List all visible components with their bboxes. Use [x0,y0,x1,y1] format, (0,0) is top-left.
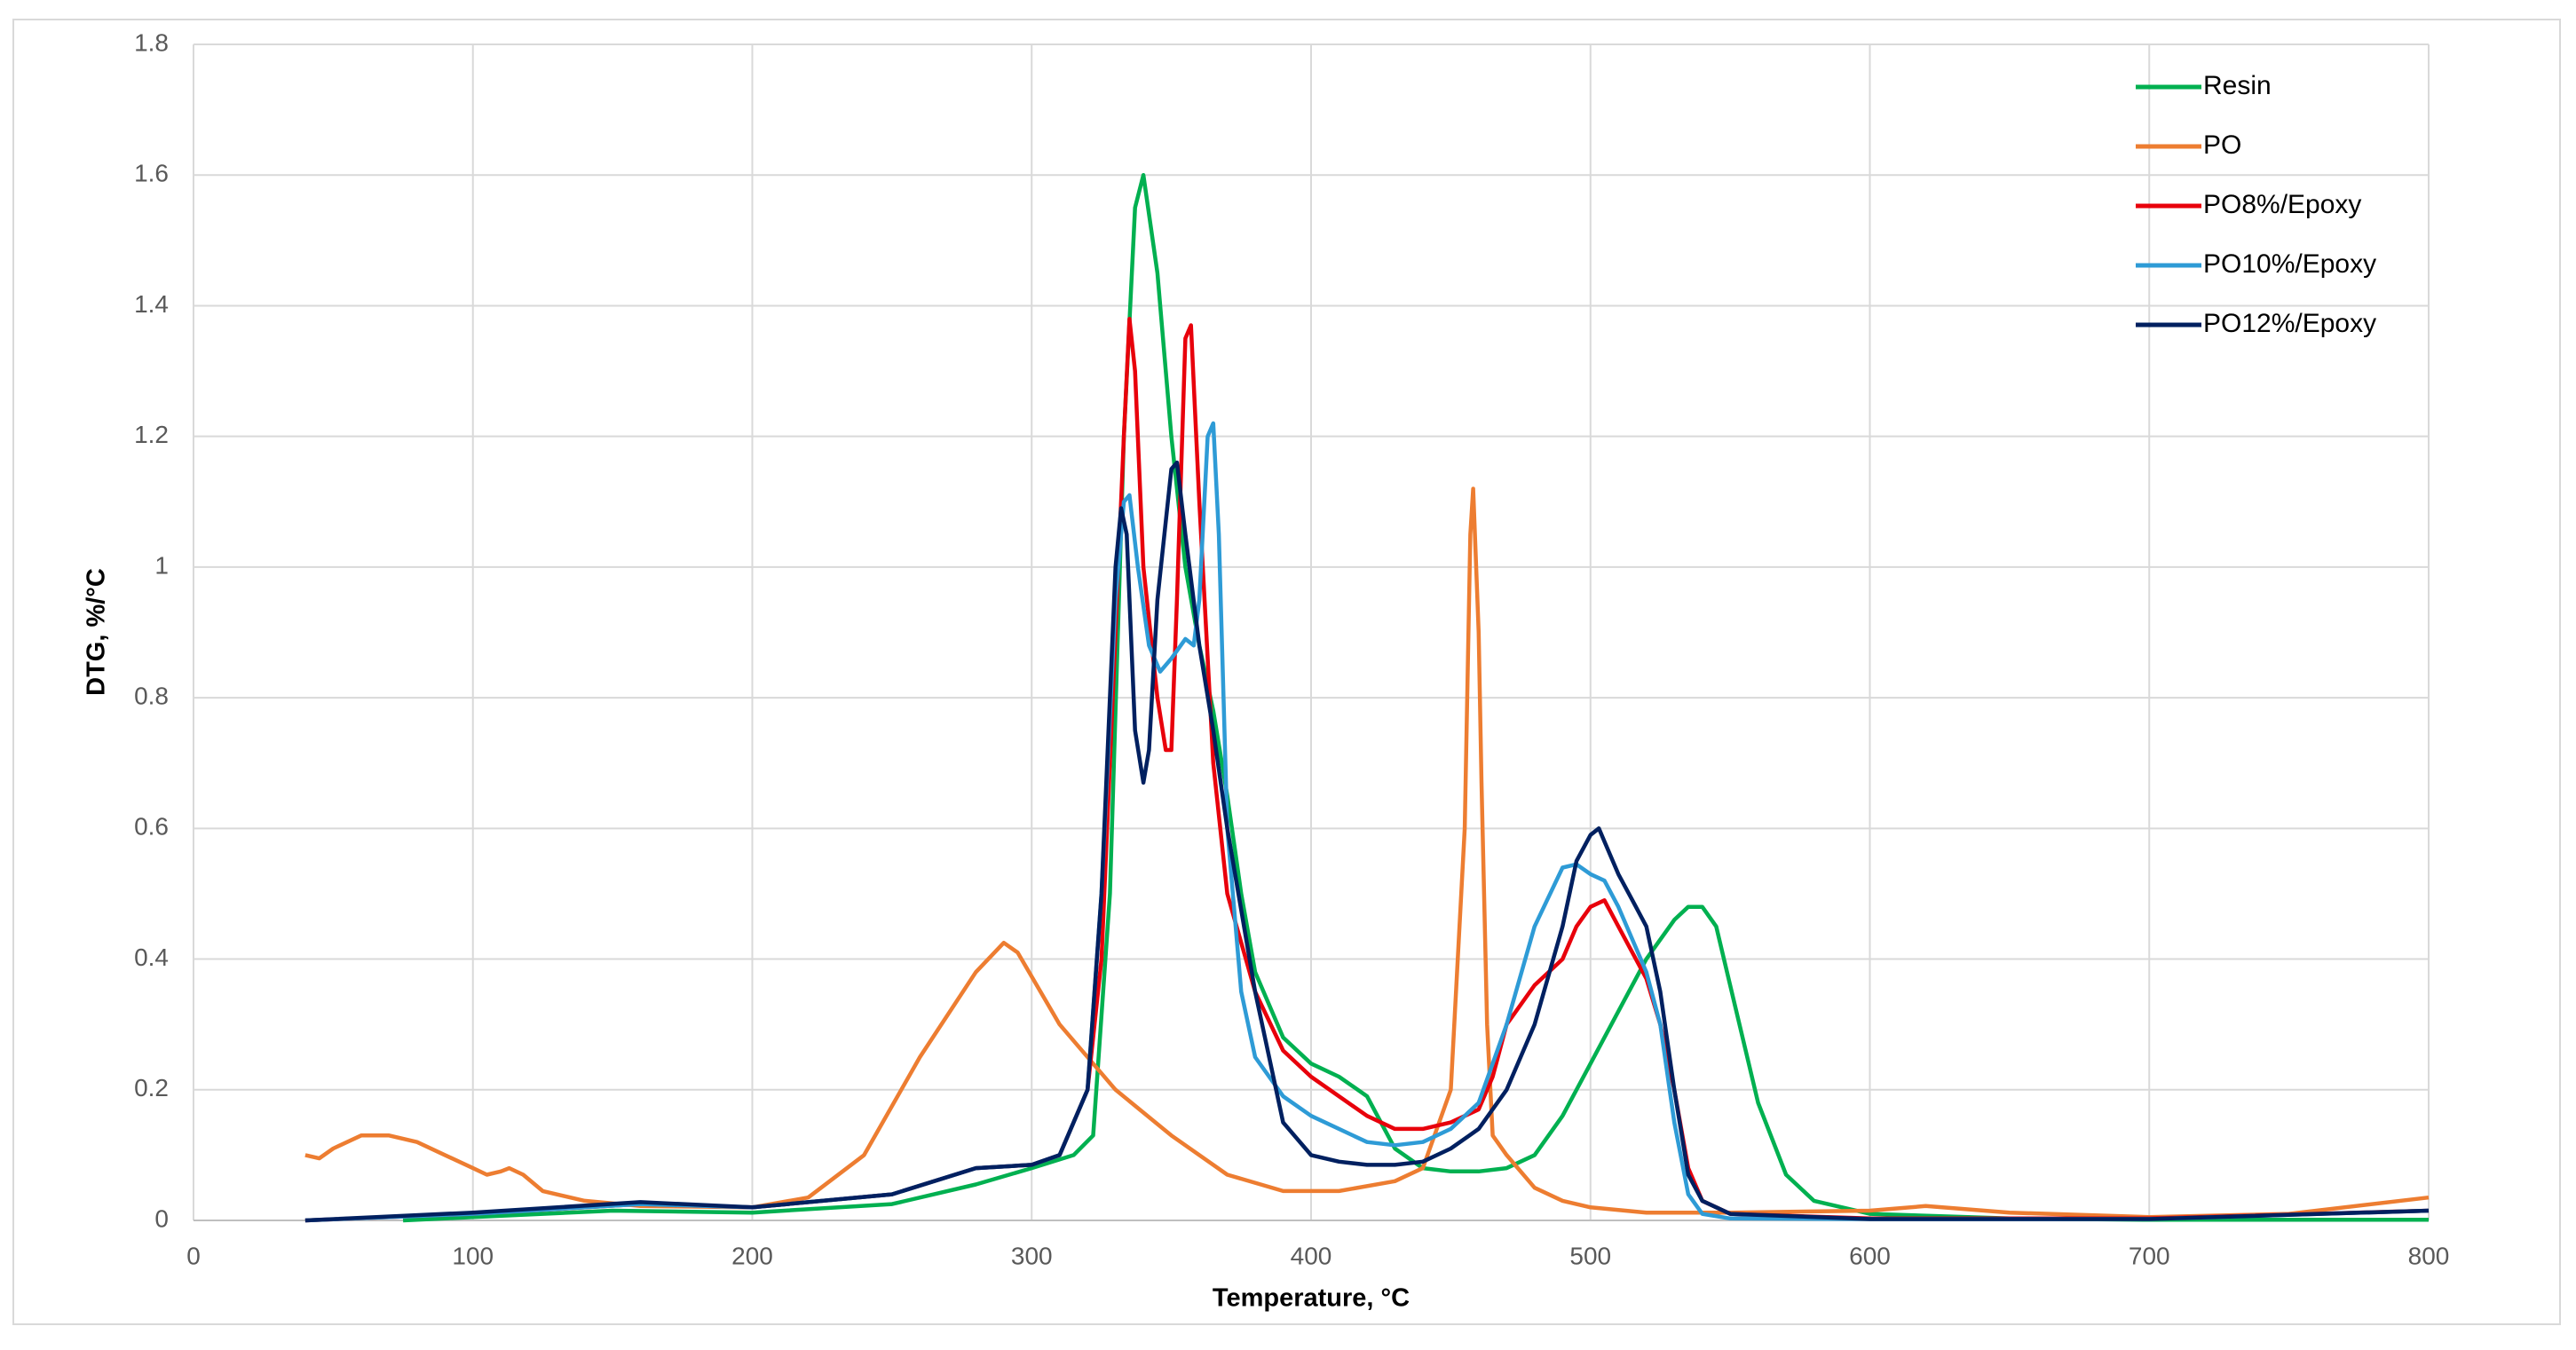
y-tick-label: 1.4 [134,290,169,318]
legend-label: PO [2203,130,2241,160]
x-tick-label: 600 [1849,1242,1891,1269]
x-tick-label: 100 [452,1242,494,1269]
legend-label: Resin [2203,71,2272,100]
x-axis-title: Temperature, °C [1213,1284,1410,1313]
series-line [304,460,2430,1223]
x-tick-label: 300 [1011,1242,1053,1269]
x-tick-label: 800 [2408,1242,2450,1269]
x-tick-label: 500 [1569,1242,1611,1269]
x-tick-label: 400 [1291,1242,1332,1269]
legend-label: PO10%/Epoxy [2203,249,2376,279]
y-tick-label: 0.6 [134,813,169,841]
y-tick-label: 0.8 [134,683,169,710]
y-tick-label: 1.2 [134,421,169,448]
y-tick-label: 1 [154,551,169,579]
series-line [304,486,2430,1220]
series-line [402,172,2429,1223]
legend-label: PO8%/Epoxy [2203,190,2361,219]
y-tick-label: 1.6 [134,160,169,187]
x-tick-label: 0 [186,1242,201,1269]
chart-frame [12,19,2561,1325]
y-tick-label: 0 [154,1204,169,1232]
y-axis-title: DTG, %/°C [83,568,111,696]
x-tick-label: 200 [731,1242,773,1269]
legend-label: PO12%/Epoxy [2203,309,2376,338]
y-tick-label: 0.4 [134,943,169,971]
x-tick-label: 700 [2129,1242,2170,1269]
y-tick-label: 0.2 [134,1074,169,1101]
y-tick-label: 1.8 [134,28,169,56]
